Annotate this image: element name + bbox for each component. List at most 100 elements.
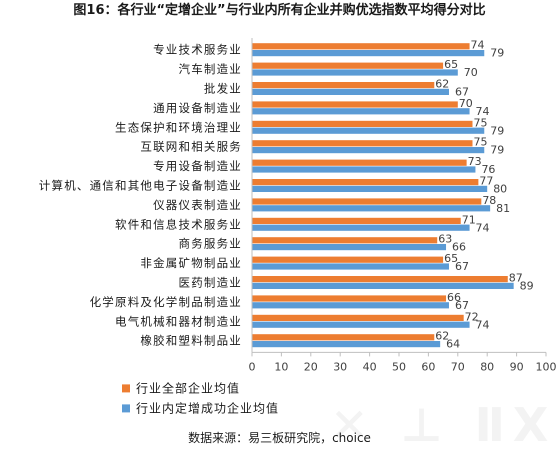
legend-swatch (122, 384, 130, 393)
data-label: 67 (455, 86, 469, 99)
legend-label: 行业内定增成功企业均值 (136, 400, 279, 415)
bar-success (252, 302, 449, 309)
bar-success (252, 341, 441, 348)
category-label: 互联网和相关服务 (140, 140, 242, 154)
data-label: 74 (471, 39, 485, 52)
data-label: 66 (447, 291, 461, 304)
category-label: 仪器仪表制造业 (153, 198, 242, 212)
data-label: 62 (435, 78, 449, 91)
data-label: 70 (464, 66, 478, 79)
legend-label: 行业全部企业均值 (136, 380, 240, 395)
bar-all (252, 334, 435, 341)
data-label: 75 (474, 116, 488, 129)
data-label: 79 (490, 124, 504, 137)
x-tick-label: 10 (274, 360, 288, 373)
category-labels: 专业技术服务业汽车制造业批发业通用设备制造业生态保护和环境治理业互联网和相关服务… (39, 43, 243, 348)
data-label: 79 (490, 47, 504, 60)
chart-title: 图16：各行业“定增企业”与行业内所有企业并购优选指数平均得分对比 (73, 3, 486, 18)
x-tick-label: 60 (421, 360, 435, 373)
x-tick-label: 70 (451, 360, 465, 373)
bar-success (252, 205, 491, 212)
bar-success (252, 321, 470, 328)
bar-success (252, 185, 488, 192)
bar-success (252, 108, 470, 115)
bar-all (252, 256, 444, 263)
bar-all (252, 217, 461, 224)
bar-success (252, 282, 514, 289)
data-label: 66 (452, 241, 466, 254)
bar-all (252, 62, 444, 69)
bar-all (252, 43, 470, 50)
value-labels: 7479657062677074757975797376778078817174… (435, 39, 533, 351)
x-tick-label: 0 (249, 360, 256, 373)
data-label: 72 (465, 310, 479, 323)
bar-success (252, 263, 449, 270)
x-tick-label: 40 (363, 360, 377, 373)
data-label: 87 (509, 272, 523, 285)
x-tick-label: 90 (510, 360, 524, 373)
category-label: 批发业 (204, 82, 242, 96)
data-label: 80 (493, 183, 507, 196)
data-label: 74 (476, 221, 490, 234)
legend-swatch (122, 404, 130, 413)
x-tick-label: 30 (333, 360, 347, 373)
data-label: 67 (455, 260, 469, 273)
x-tick-label: 50 (392, 360, 406, 373)
data-label: 65 (444, 252, 458, 265)
data-source: 数据来源：易三板研究院，choice (188, 431, 371, 445)
data-label: 63 (438, 233, 452, 246)
bar-success (252, 127, 485, 134)
category-label: 化学原料及化学制品制造业 (90, 295, 242, 309)
bar-all (252, 159, 467, 166)
data-label: 76 (481, 163, 495, 176)
category-label: 电气机械和器材制造业 (115, 314, 242, 328)
bar-success (252, 166, 476, 173)
bar-all (252, 198, 482, 205)
bar-success (252, 88, 449, 95)
data-label: 77 (479, 175, 493, 188)
category-label: 专业技术服务业 (153, 43, 242, 57)
bar-all (252, 140, 473, 147)
x-tick-label: 20 (304, 360, 318, 373)
bar-success (252, 50, 485, 57)
data-label: 74 (476, 318, 490, 331)
data-label: 75 (474, 136, 488, 149)
category-label: 软件和信息技术服务业 (115, 217, 242, 231)
bar-success (252, 224, 470, 231)
x-axis: 0 10 20 30 40 50 60 70 80 90 100 (249, 38, 557, 373)
category-label: 计算机、通信和其他电子设备制造业 (39, 179, 242, 193)
bar-all (252, 101, 458, 108)
data-label: 78 (482, 194, 496, 207)
data-label: 74 (476, 105, 490, 118)
category-label: 通用设备制造业 (153, 101, 242, 115)
bar-all (252, 179, 479, 186)
category-label: 非金属矿物制品业 (140, 256, 242, 270)
bar-success (252, 147, 485, 154)
data-label: 70 (459, 97, 473, 110)
bar-all (252, 295, 447, 302)
category-label: 商务服务业 (179, 237, 243, 251)
category-label: 橡胶和塑料制品业 (140, 334, 242, 348)
bar-all (252, 314, 464, 321)
data-label: 71 (462, 213, 476, 226)
bars (252, 43, 514, 348)
x-tick-label: 80 (480, 360, 494, 373)
bar-all (252, 276, 508, 283)
bar-success (252, 69, 458, 76)
data-label: 65 (444, 58, 458, 71)
bar-success (252, 244, 447, 251)
bar-all (252, 237, 438, 244)
category-label: 医药制造业 (179, 276, 243, 290)
data-label: 67 (455, 299, 469, 312)
category-label: 专用设备制造业 (153, 159, 242, 173)
data-label: 81 (496, 202, 510, 215)
data-label: 64 (446, 338, 460, 351)
category-label: 汽车制造业 (179, 62, 243, 76)
bar-all (252, 82, 435, 89)
data-label: 79 (490, 144, 504, 157)
data-label: 62 (435, 330, 449, 343)
data-label: 73 (468, 155, 482, 168)
x-tick-label: 100 (536, 360, 557, 373)
category-label: 生态保护和环境治理业 (115, 120, 242, 134)
